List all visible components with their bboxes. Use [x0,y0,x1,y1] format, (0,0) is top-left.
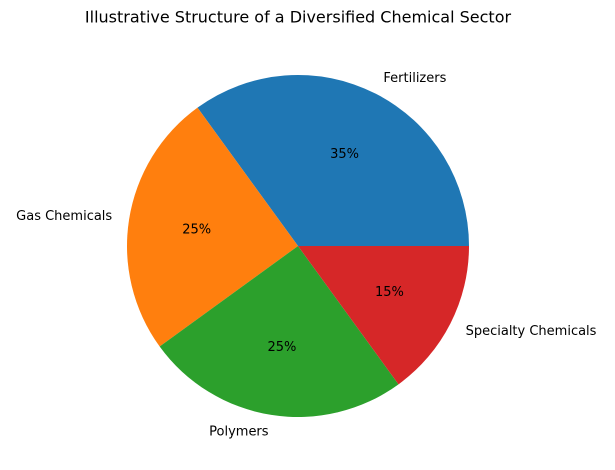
pie-slice [159,246,399,417]
category-label: Specialty Chemicals [466,324,597,339]
chart-title: Illustrative Structure of a Diversified … [85,8,512,27]
pie-slice [197,75,470,246]
pie-slice [298,246,469,385]
value-label: 15% [375,285,404,300]
value-label: 25% [267,340,296,355]
value-label: 25% [182,222,211,237]
pie-slice [127,107,298,347]
category-label: Polymers [209,424,269,439]
category-label: Gas Chemicals [16,209,112,224]
value-label: 35% [330,147,359,162]
category-label: Fertilizers [383,71,446,86]
